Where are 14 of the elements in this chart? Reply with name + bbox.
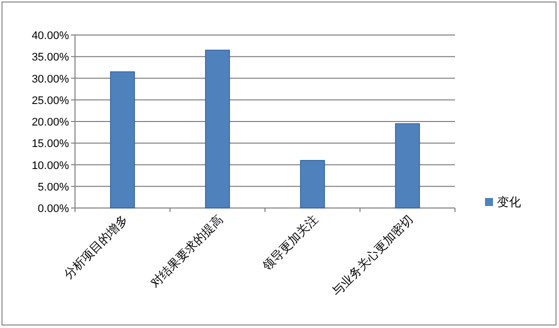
x-tick-label: 领导更加关注	[260, 212, 321, 274]
y-tick-label: 35.00%	[32, 52, 70, 64]
y-tick-label: 15.00%	[32, 138, 70, 150]
y-tick-label: 30.00%	[32, 73, 70, 86]
y-tick-label: 40.00%	[32, 30, 70, 42]
y-tick-label: 20.00%	[32, 116, 70, 128]
y-tick-label: 0.00%	[38, 203, 70, 215]
x-tick-label: 分析项目的增多	[61, 212, 131, 282]
x-tick-label: 对结果要求的提高	[148, 212, 226, 290]
y-tick-label: 10.00%	[32, 160, 70, 172]
legend-label: 变化	[497, 195, 521, 209]
x-tick-label: 与业务关心更加密切	[329, 212, 416, 298]
y-tick-label: 25.00%	[32, 94, 70, 107]
y-tick-label: 5.00%	[38, 181, 70, 194]
